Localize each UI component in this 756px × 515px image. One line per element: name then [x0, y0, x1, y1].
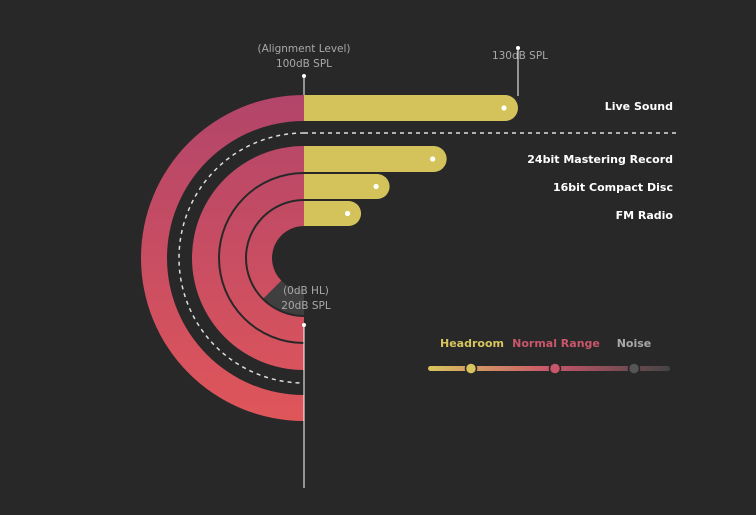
max-level-label: 130dB SPL — [492, 50, 548, 62]
alignment-level-label: (Alignment Level) — [257, 43, 350, 55]
normal-range-arc-fm-radio — [247, 201, 304, 299]
hearing-threshold-dot — [302, 323, 306, 327]
normal-range-arc-16bit-compact-disc — [220, 174, 304, 342]
noise-arc-fm-radio — [263, 280, 304, 315]
legend-label-normal-range: Normal Range — [512, 337, 600, 350]
series-label-16bit-cd: 16bit Compact Disc — [553, 181, 673, 194]
separator-dashed-arc — [178, 132, 305, 384]
headroom-bar-16bit-compact-disc — [304, 174, 390, 199]
series-label-fm-radio: FM Radio — [616, 209, 674, 222]
normal-range-arc-24bit-mastering-record — [192, 146, 304, 370]
legend-marker-normal-range — [548, 362, 562, 375]
hearing-threshold-value: 20dB SPL — [281, 300, 331, 312]
headroom-end-dot-24bit-mastering-record — [430, 156, 436, 162]
legend: Headroom Normal Range Noise — [428, 337, 670, 375]
series-label-24bit-mastering: 24bit Mastering Record — [527, 153, 673, 166]
headroom-bar-live-sound — [304, 95, 518, 121]
headroom-end-dot-live-sound — [501, 105, 507, 111]
legend-label-noise: Noise — [617, 337, 652, 350]
alignment-tick-dot — [302, 74, 306, 78]
hearing-threshold-label: (0dB HL) — [283, 285, 329, 297]
legend-label-headroom: Headroom — [440, 337, 504, 350]
series-label-live-sound: Live Sound — [605, 100, 673, 113]
headroom-bar-fm-radio — [304, 201, 362, 226]
legend-marker-headroom — [464, 362, 478, 375]
headroom-bar-24bit-mastering-record — [304, 146, 447, 172]
radial-series-group — [141, 95, 518, 421]
headroom-end-dot-16bit-compact-disc — [373, 183, 379, 190]
alignment-level-value: 100dB SPL — [276, 58, 332, 70]
headroom-end-dot-fm-radio — [344, 210, 351, 217]
max-level-tick-dot — [516, 46, 520, 50]
normal-range-arc-live-sound — [141, 95, 304, 421]
legend-marker-noise — [627, 362, 641, 375]
